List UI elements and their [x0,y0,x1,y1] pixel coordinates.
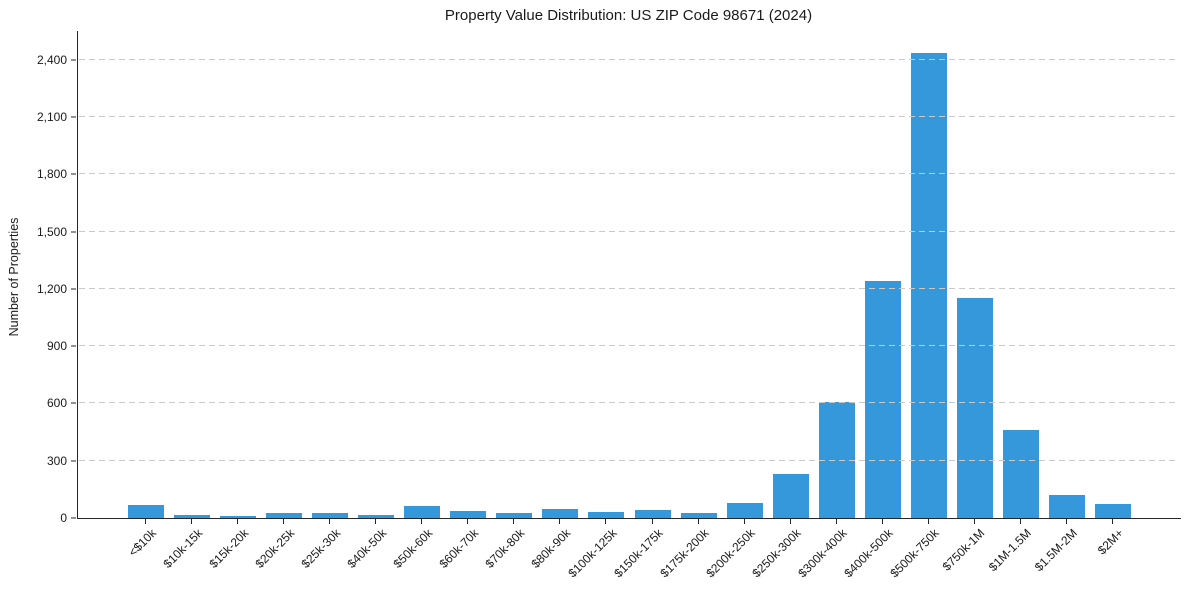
gridline [79,173,1179,175]
x-tick-mark [651,519,653,524]
y-tick-mark [71,288,76,290]
x-tick-label: $80k-90k [528,526,574,571]
y-tick-label: 1,500 [36,224,67,239]
y-tick-mark [71,517,76,519]
x-tick-mark [145,519,146,524]
x-tick-mark [191,519,193,524]
gridline [79,115,1179,117]
x-tick-mark [1065,519,1067,524]
x-tick-label: $250k-300k [749,526,804,581]
bar [588,511,625,518]
bar [404,505,441,518]
y-tick-mark [71,402,76,404]
y-tick-label: 1,800 [36,167,67,182]
x-tick-label: $750k-1M [940,526,988,574]
x-tick-mark [237,519,239,524]
x-tick-mark [973,519,975,524]
y-tick-mark [71,116,76,118]
x-tick-label: $300k-400k [795,526,850,581]
bar [266,512,303,518]
bar [726,502,763,518]
gridline [79,402,1179,404]
x-tick-mark [513,519,515,524]
y-tick-mark [71,460,76,462]
x-tick-label: $500k-750k [887,526,942,581]
bar [358,515,395,518]
y-tick-label: 600 [46,396,67,411]
x-tick-label: $15k-20k [206,526,252,571]
x-tick-mark [835,519,837,524]
bar [864,281,901,518]
bar [956,298,993,518]
y-tick-mark [71,231,76,233]
gridline [79,287,1179,289]
gridline [79,58,1179,60]
x-tick-label: $10k-15k [160,526,205,571]
x-tick-label: $25k-30k [298,526,344,571]
bar [1002,429,1039,518]
bar [680,513,717,518]
bar [910,53,947,518]
x-tick-mark [283,519,285,524]
x-tick-mark [789,519,791,524]
bar [450,510,487,518]
y-tick-mark [71,173,76,175]
bar [496,512,533,518]
y-tick-label: 300 [46,453,67,468]
x-tick-mark [467,519,469,524]
x-tick-mark [1112,519,1113,524]
y-tick-label: 900 [46,339,67,354]
gridline [79,459,1179,461]
x-tick-label: $40k-50k [344,526,390,571]
x-tick-mark [605,519,607,524]
x-tick-label: $60k-70k [436,526,482,571]
x-tick-label: $50k-60k [390,526,436,571]
x-tick-mark [329,519,331,524]
bar [634,509,671,518]
x-tick-label: $2M+ [1094,526,1126,558]
bar [128,504,164,518]
x-tick-mark [881,519,883,524]
y-tick-label: 1,200 [36,281,67,296]
y-tick-label: 2,100 [36,109,67,124]
y-tick-label: 2,400 [36,52,67,67]
x-tick-label: $400k-500k [841,526,896,581]
x-tick-label: $200k-250k [703,526,758,581]
x-tick-label: $20k-25k [252,526,298,571]
x-tick-mark [559,519,561,524]
x-tick-mark [743,519,745,524]
x-tick-mark [1019,519,1021,524]
bar [542,508,579,518]
x-tick-mark [375,519,377,524]
y-tick-mark [71,59,76,61]
x-tick-label: $100k-125k [565,526,620,581]
chart-title: Property Value Distribution: US ZIP Code… [444,7,813,24]
x-tick-mark [421,519,423,524]
x-tick-mark [697,519,699,524]
bar [312,513,349,518]
bar [1095,504,1131,518]
gridline [79,345,1179,347]
x-tick-label: <$10k [125,526,159,560]
bar [174,514,211,518]
x-tick-mark [927,519,929,524]
gridline [79,230,1179,232]
x-tick-label: $175k-200k [657,526,712,581]
bar [1048,495,1085,518]
bar [220,515,257,518]
plot-area [77,31,1181,519]
y-tick-mark [71,345,76,347]
x-tick-label: $1.5M-2M [1031,526,1080,575]
x-tick-label: $70k-80k [482,526,528,571]
bar [772,473,809,518]
y-tick-label: 0 [60,511,67,525]
x-tick-label: $1M-1.5M [985,526,1034,575]
x-tick-label: $150k-175k [611,526,666,581]
